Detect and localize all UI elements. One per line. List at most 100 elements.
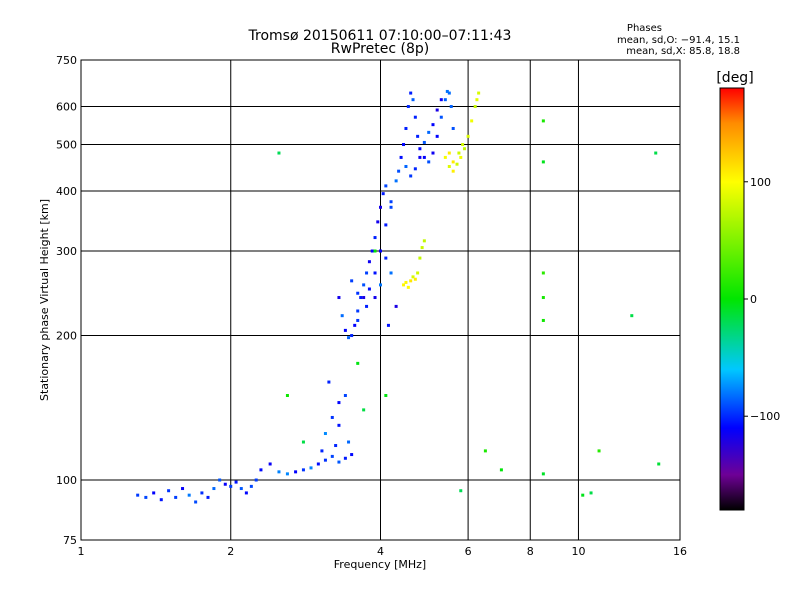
data-point <box>422 140 426 144</box>
data-point <box>541 472 545 476</box>
data-point <box>379 249 382 253</box>
data-point <box>597 449 601 453</box>
data-point <box>234 480 238 484</box>
x-tick-label: 8 <box>527 545 534 558</box>
x-axis-label: Frequency [MHz] <box>334 558 426 571</box>
data-point <box>356 291 360 295</box>
data-point <box>379 205 382 209</box>
data-point <box>451 169 455 173</box>
data-point <box>459 489 463 493</box>
data-point <box>323 432 327 436</box>
data-point <box>309 466 313 470</box>
data-point <box>462 147 466 151</box>
data-point <box>399 155 403 159</box>
y-tick-label: 600 <box>56 101 77 114</box>
data-point <box>402 283 406 287</box>
data-point <box>350 453 354 457</box>
data-point <box>244 491 248 495</box>
chart-subtitle: RwPretec (8p) <box>331 41 429 57</box>
data-point <box>373 271 377 275</box>
data-point <box>320 449 324 453</box>
data-point <box>337 401 341 405</box>
data-point <box>376 220 380 224</box>
data-point <box>167 489 171 493</box>
data-point <box>373 236 377 240</box>
data-point <box>373 249 377 253</box>
data-point <box>439 115 443 119</box>
data-point <box>439 98 443 102</box>
data-point <box>404 126 408 130</box>
data-point <box>365 304 369 308</box>
data-point <box>451 160 455 164</box>
data-point <box>654 151 658 155</box>
data-point <box>323 458 327 462</box>
series-x-mode-f-region <box>402 91 481 289</box>
data-point <box>389 200 393 204</box>
data-point <box>435 108 439 112</box>
data-point <box>301 440 305 444</box>
data-point <box>541 160 545 164</box>
data-point <box>340 314 344 318</box>
data-point <box>386 323 390 327</box>
data-point <box>445 89 449 93</box>
data-point <box>581 493 585 497</box>
y-tick-label: 400 <box>56 185 77 198</box>
data-point <box>447 91 451 95</box>
data-point <box>194 500 198 504</box>
data-point <box>365 271 369 275</box>
data-point <box>379 283 382 287</box>
data-point <box>356 361 360 365</box>
data-point <box>427 160 431 164</box>
data-point <box>356 309 360 313</box>
data-point <box>384 394 388 398</box>
data-point <box>384 223 388 227</box>
data-point <box>174 495 178 499</box>
data-point <box>362 283 366 287</box>
data-point <box>418 256 422 260</box>
data-point <box>431 123 435 127</box>
colorbar-tick-label: 0 <box>750 293 757 306</box>
data-point <box>466 134 470 138</box>
data-point <box>200 491 204 495</box>
data-point <box>187 493 191 497</box>
x-tick-label: 2 <box>227 545 234 558</box>
colorbar: [deg] 100 0 −100 <box>716 70 780 511</box>
data-point <box>427 130 431 134</box>
data-point <box>316 462 320 466</box>
data-point <box>370 249 374 253</box>
colorbar-tick-label: −100 <box>750 410 780 423</box>
colorbar-label: [deg] <box>716 70 753 86</box>
data-point <box>254 478 258 482</box>
data-point <box>422 155 426 159</box>
series-scattered-echoes <box>277 119 661 497</box>
phase-stats-heading: Phases <box>627 23 662 34</box>
data-point <box>249 484 253 488</box>
data-point <box>443 155 447 159</box>
data-point <box>416 134 420 138</box>
data-point <box>589 491 593 495</box>
data-point <box>406 285 410 289</box>
x-tick-label: 6 <box>465 545 472 558</box>
data-point <box>435 134 439 138</box>
data-point <box>443 98 447 102</box>
data-point <box>229 484 233 488</box>
data-point <box>136 493 140 497</box>
data-point <box>347 336 351 340</box>
data-point <box>657 462 661 466</box>
data-point <box>144 495 148 499</box>
data-point <box>475 98 479 102</box>
data-point <box>206 495 210 499</box>
data-point <box>353 323 357 327</box>
data-point <box>343 456 347 460</box>
data-point <box>431 151 435 155</box>
data-point <box>159 498 163 502</box>
colorbar-tick-label: 100 <box>750 176 771 189</box>
data-point <box>268 462 272 466</box>
data-point <box>449 105 453 109</box>
data-point <box>413 115 417 119</box>
data-point <box>373 296 377 300</box>
data-point <box>394 179 398 183</box>
y-axis-label: Stationary phase Virtual Height [km] <box>38 199 51 401</box>
data-point <box>389 205 393 209</box>
